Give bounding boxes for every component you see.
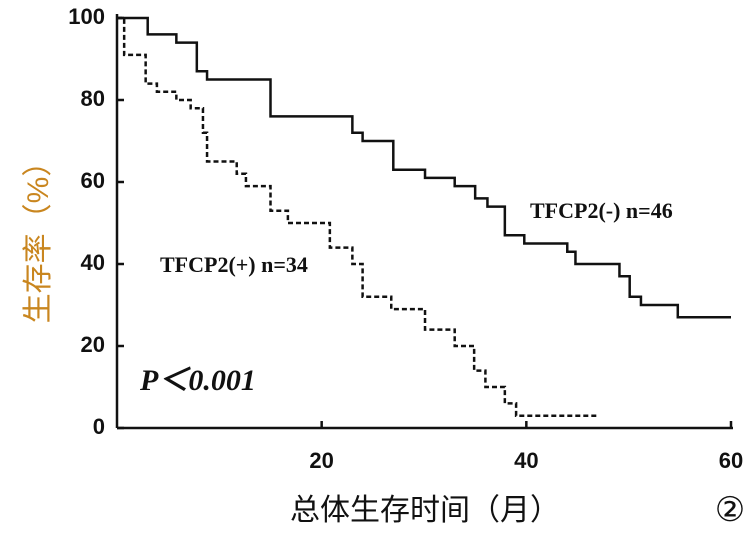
survival-curve xyxy=(117,16,731,319)
y-tick-label: 20 xyxy=(81,332,105,357)
y-tick-label: 0 xyxy=(93,414,105,439)
x-axis-label: 总体生存时间（月） xyxy=(290,494,560,527)
y-axis-label: 生存率（%） xyxy=(22,147,55,324)
p-value: P＜0.001 xyxy=(139,364,256,397)
y-tick-label: 40 xyxy=(81,250,105,275)
y-tick-label: 100 xyxy=(68,4,105,29)
series-label: TFCP2(-) n=46 xyxy=(530,198,673,223)
y-tick-label: 60 xyxy=(81,168,105,193)
y-tick-label: 80 xyxy=(81,86,105,111)
series-label: TFCP2(+) n=34 xyxy=(160,252,308,277)
panel-label: ② xyxy=(715,491,745,529)
x-tick-label: 60 xyxy=(719,448,743,473)
x-tick-label: 20 xyxy=(309,448,333,473)
survival-curve xyxy=(117,16,597,417)
x-tick-label: 40 xyxy=(514,448,538,473)
